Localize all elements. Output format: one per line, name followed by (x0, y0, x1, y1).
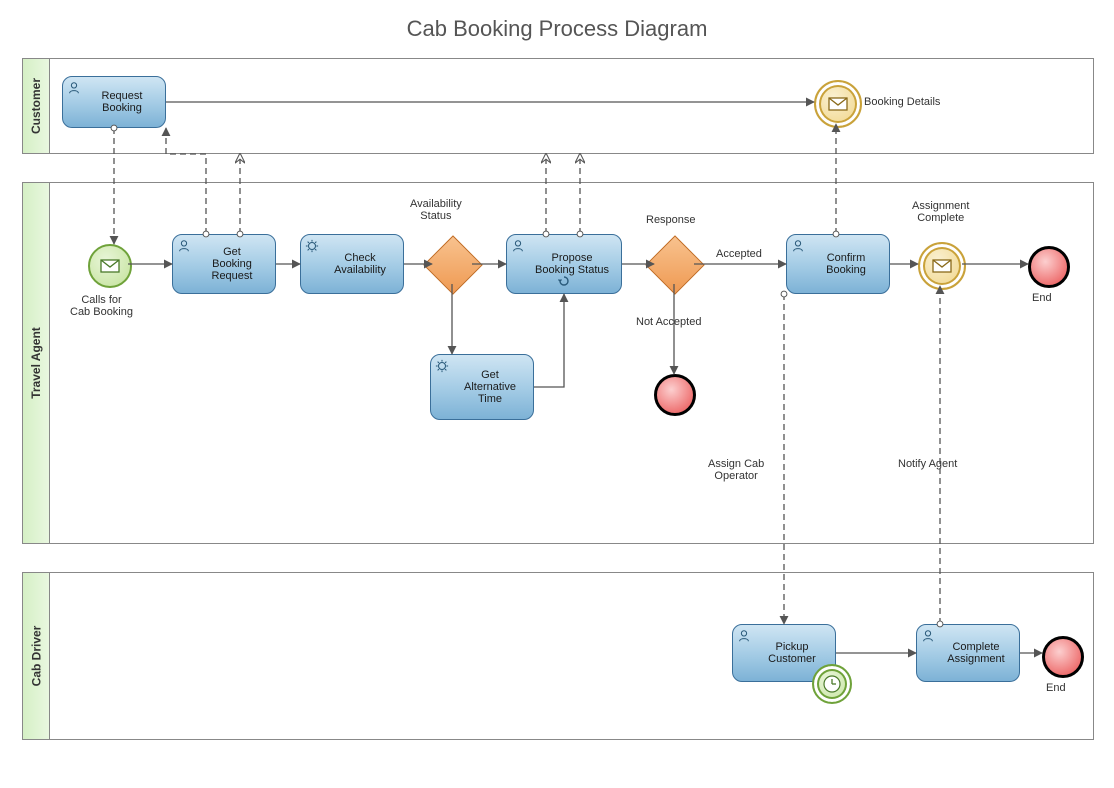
edge-label: Accepted (716, 248, 762, 260)
task-request: Request Booking (62, 76, 166, 128)
task-label: Check Availability (334, 252, 386, 276)
event-label: End (1032, 292, 1052, 304)
event-label: Assignment Complete (912, 200, 969, 224)
gateway-g2 (654, 244, 694, 284)
task-getalt: Get Alternative Time (430, 354, 534, 420)
user-icon (737, 629, 751, 643)
gear-icon (305, 239, 319, 253)
user-icon (67, 81, 81, 95)
event-end3 (1042, 636, 1084, 678)
user-icon (177, 239, 191, 253)
task-label: Get Booking Request (212, 246, 253, 282)
lane-label-agent: Travel Agent (23, 183, 50, 543)
task-label: Request Booking (102, 90, 143, 114)
task-label: Get Alternative Time (464, 369, 516, 405)
user-icon (921, 629, 935, 643)
event-end1 (654, 374, 696, 416)
task-complete: Complete Assignment (916, 624, 1020, 682)
timer-icon (812, 664, 852, 704)
diagram-title: Cab Booking Process Diagram (0, 16, 1114, 42)
lane-label-customer: Customer (23, 59, 50, 153)
task-propose: Propose Booking Status (506, 234, 622, 294)
edge-label: Assign Cab Operator (708, 458, 764, 482)
event-label: Calls for Cab Booking (70, 294, 133, 318)
task-getreq: Get Booking Request (172, 234, 276, 294)
edge-label: Not Accepted (636, 316, 701, 328)
task-confirm: Confirm Booking (786, 234, 890, 294)
gear-icon (435, 359, 449, 373)
user-icon (791, 239, 805, 253)
event-start (88, 244, 132, 288)
gateway-g1 (432, 244, 472, 284)
lane-label-driver: Cab Driver (23, 573, 50, 739)
event-assign-complete (918, 242, 966, 290)
task-label: Complete Assignment (947, 641, 1004, 665)
event-label: Booking Details (864, 96, 940, 108)
loop-icon (558, 275, 570, 290)
gateway-label: Availability Status (410, 198, 462, 222)
event-label: End (1046, 682, 1066, 694)
task-label: Propose Booking Status (535, 252, 609, 276)
event-booking-details (814, 80, 862, 128)
task-label: Confirm Booking (826, 252, 866, 276)
task-label: Pickup Customer (768, 641, 816, 665)
edge-label: Notify Agent (898, 458, 957, 470)
gateway-label: Response (646, 214, 696, 226)
event-end2 (1028, 246, 1070, 288)
user-icon (511, 239, 525, 253)
task-check: Check Availability (300, 234, 404, 294)
